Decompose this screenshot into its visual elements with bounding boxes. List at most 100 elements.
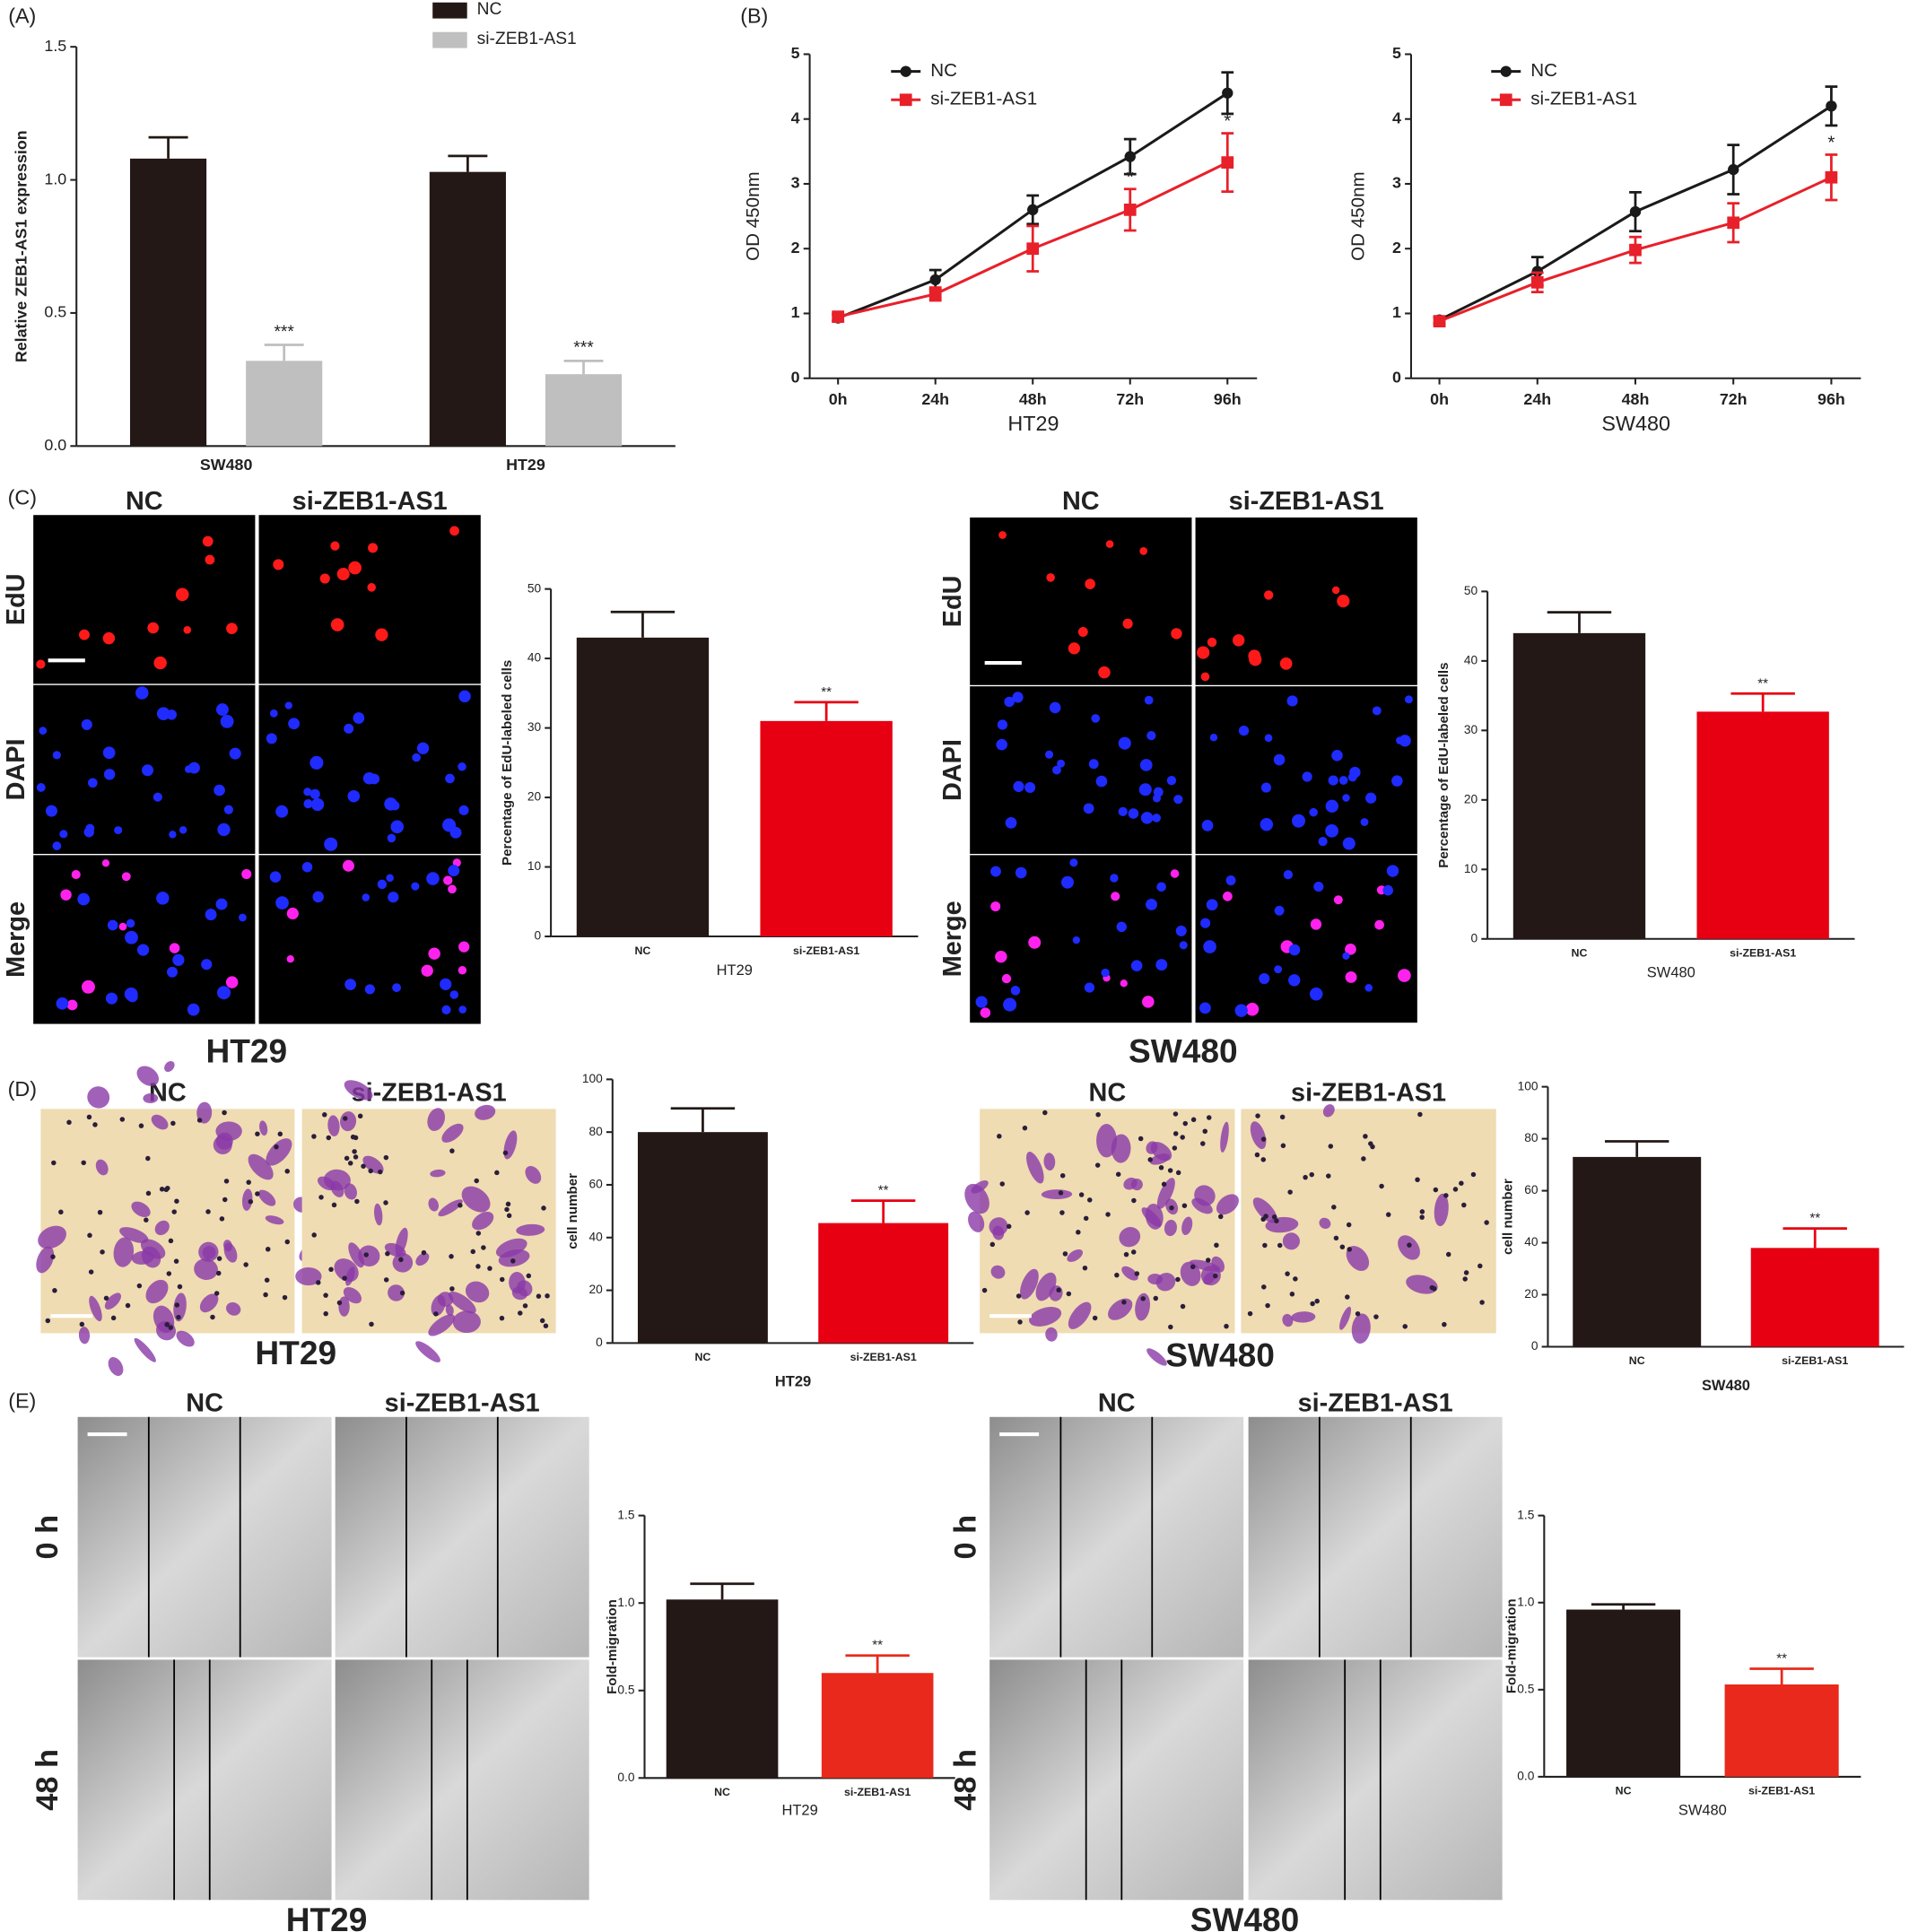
- x-axis-label: HT29: [775, 1374, 811, 1390]
- pore: [1078, 1192, 1085, 1197]
- pore: [1147, 1157, 1153, 1162]
- pore: [1123, 1251, 1129, 1258]
- pore: [1140, 1296, 1146, 1301]
- cell: [458, 762, 466, 771]
- annotation: **: [821, 684, 832, 700]
- cell: [1313, 882, 1324, 892]
- cell: [223, 1240, 233, 1252]
- y-tick-label: 0.0: [1517, 1770, 1534, 1783]
- cell: [1399, 735, 1411, 747]
- y-tick-label: 0.0: [617, 1771, 634, 1784]
- pore: [474, 1178, 479, 1184]
- row-label: Merge: [938, 901, 967, 977]
- pore: [1224, 1323, 1229, 1329]
- pore: [86, 1114, 92, 1120]
- cell: [336, 568, 350, 581]
- pore: [216, 1256, 222, 1261]
- cell: [395, 1227, 408, 1257]
- cell: [1121, 1266, 1138, 1281]
- pore: [1190, 1264, 1196, 1270]
- pore: [1407, 1242, 1412, 1248]
- cell: [1232, 634, 1245, 647]
- pore: [399, 1290, 405, 1296]
- cell: [101, 859, 110, 867]
- pore: [1361, 1156, 1366, 1162]
- cell: [131, 1201, 151, 1217]
- column-label: NC: [1062, 487, 1100, 516]
- cell: [225, 976, 239, 988]
- cell: [1150, 1142, 1172, 1162]
- cell: [229, 747, 241, 760]
- y-axis-label: OD 450nm: [1348, 171, 1369, 261]
- cell: [415, 1341, 440, 1362]
- x-tick-label: 24h: [1523, 390, 1551, 408]
- pore: [475, 1264, 481, 1269]
- x-tick-label: si-ZEB1-AS1: [1782, 1354, 1848, 1367]
- pore: [205, 1209, 211, 1214]
- cell: [1138, 783, 1152, 796]
- cell: [1201, 820, 1214, 831]
- cell: [1346, 1246, 1370, 1271]
- pore: [136, 1283, 143, 1289]
- y-tick-label: 2: [1392, 239, 1401, 257]
- cell: [126, 991, 138, 1003]
- y-tick-label: 1: [1392, 303, 1401, 321]
- pore: [510, 1258, 516, 1264]
- cell: [202, 535, 214, 547]
- cell: [119, 1227, 149, 1243]
- pore: [1121, 1300, 1127, 1305]
- column-label: si-ZEB1-AS1: [1291, 1078, 1446, 1107]
- y-tick-label: 1.0: [44, 170, 66, 187]
- cell: [145, 1279, 169, 1304]
- pore: [168, 1238, 174, 1244]
- cell: [1118, 806, 1128, 816]
- cell: [214, 784, 225, 796]
- cell: [95, 1159, 109, 1176]
- pore: [1262, 1242, 1268, 1249]
- image-caption: SW480: [1190, 1901, 1300, 1932]
- cell: [448, 884, 457, 894]
- pore: [1254, 1152, 1260, 1158]
- pore: [1172, 1145, 1178, 1151]
- cell: [216, 986, 231, 1000]
- pore: [1347, 1247, 1353, 1252]
- cell: [103, 769, 116, 780]
- cell: [426, 872, 440, 885]
- x-tick-label: si-ZEB1-AS1: [850, 1351, 917, 1363]
- cell: [362, 1155, 384, 1174]
- cell: [1250, 1121, 1267, 1150]
- pore: [1429, 1284, 1435, 1291]
- cell: [358, 1245, 380, 1266]
- cell: [1043, 1153, 1056, 1171]
- micrograph: [40, 1109, 295, 1334]
- cell: [198, 1241, 219, 1262]
- y-tick-label: 0: [1471, 931, 1478, 944]
- cell: [303, 788, 312, 796]
- pore: [331, 1202, 337, 1208]
- cell: [344, 723, 354, 734]
- pore: [322, 1112, 327, 1118]
- cell: [430, 1169, 446, 1178]
- pore: [164, 1322, 170, 1327]
- pore: [58, 1209, 64, 1215]
- cell: [387, 833, 397, 843]
- y-tick-label: 20: [589, 1283, 604, 1296]
- pore: [222, 1197, 228, 1203]
- cell: [102, 746, 116, 760]
- cell: [458, 941, 470, 953]
- cell: [164, 1060, 175, 1073]
- cell: [77, 892, 91, 906]
- pore: [223, 1179, 230, 1184]
- pore: [222, 1110, 227, 1116]
- pore: [499, 1315, 505, 1321]
- cell: [156, 707, 170, 720]
- pore: [336, 1300, 343, 1306]
- cell: [1085, 579, 1095, 589]
- legend-label: si-ZEB1-AS1: [477, 30, 577, 48]
- y-tick-label: 10: [1464, 862, 1478, 875]
- cell: [1028, 1307, 1062, 1327]
- cell: [1128, 808, 1139, 819]
- pore: [1265, 1302, 1270, 1309]
- y-tick-label: 3: [791, 174, 800, 192]
- y-tick-label: 0.5: [44, 303, 66, 321]
